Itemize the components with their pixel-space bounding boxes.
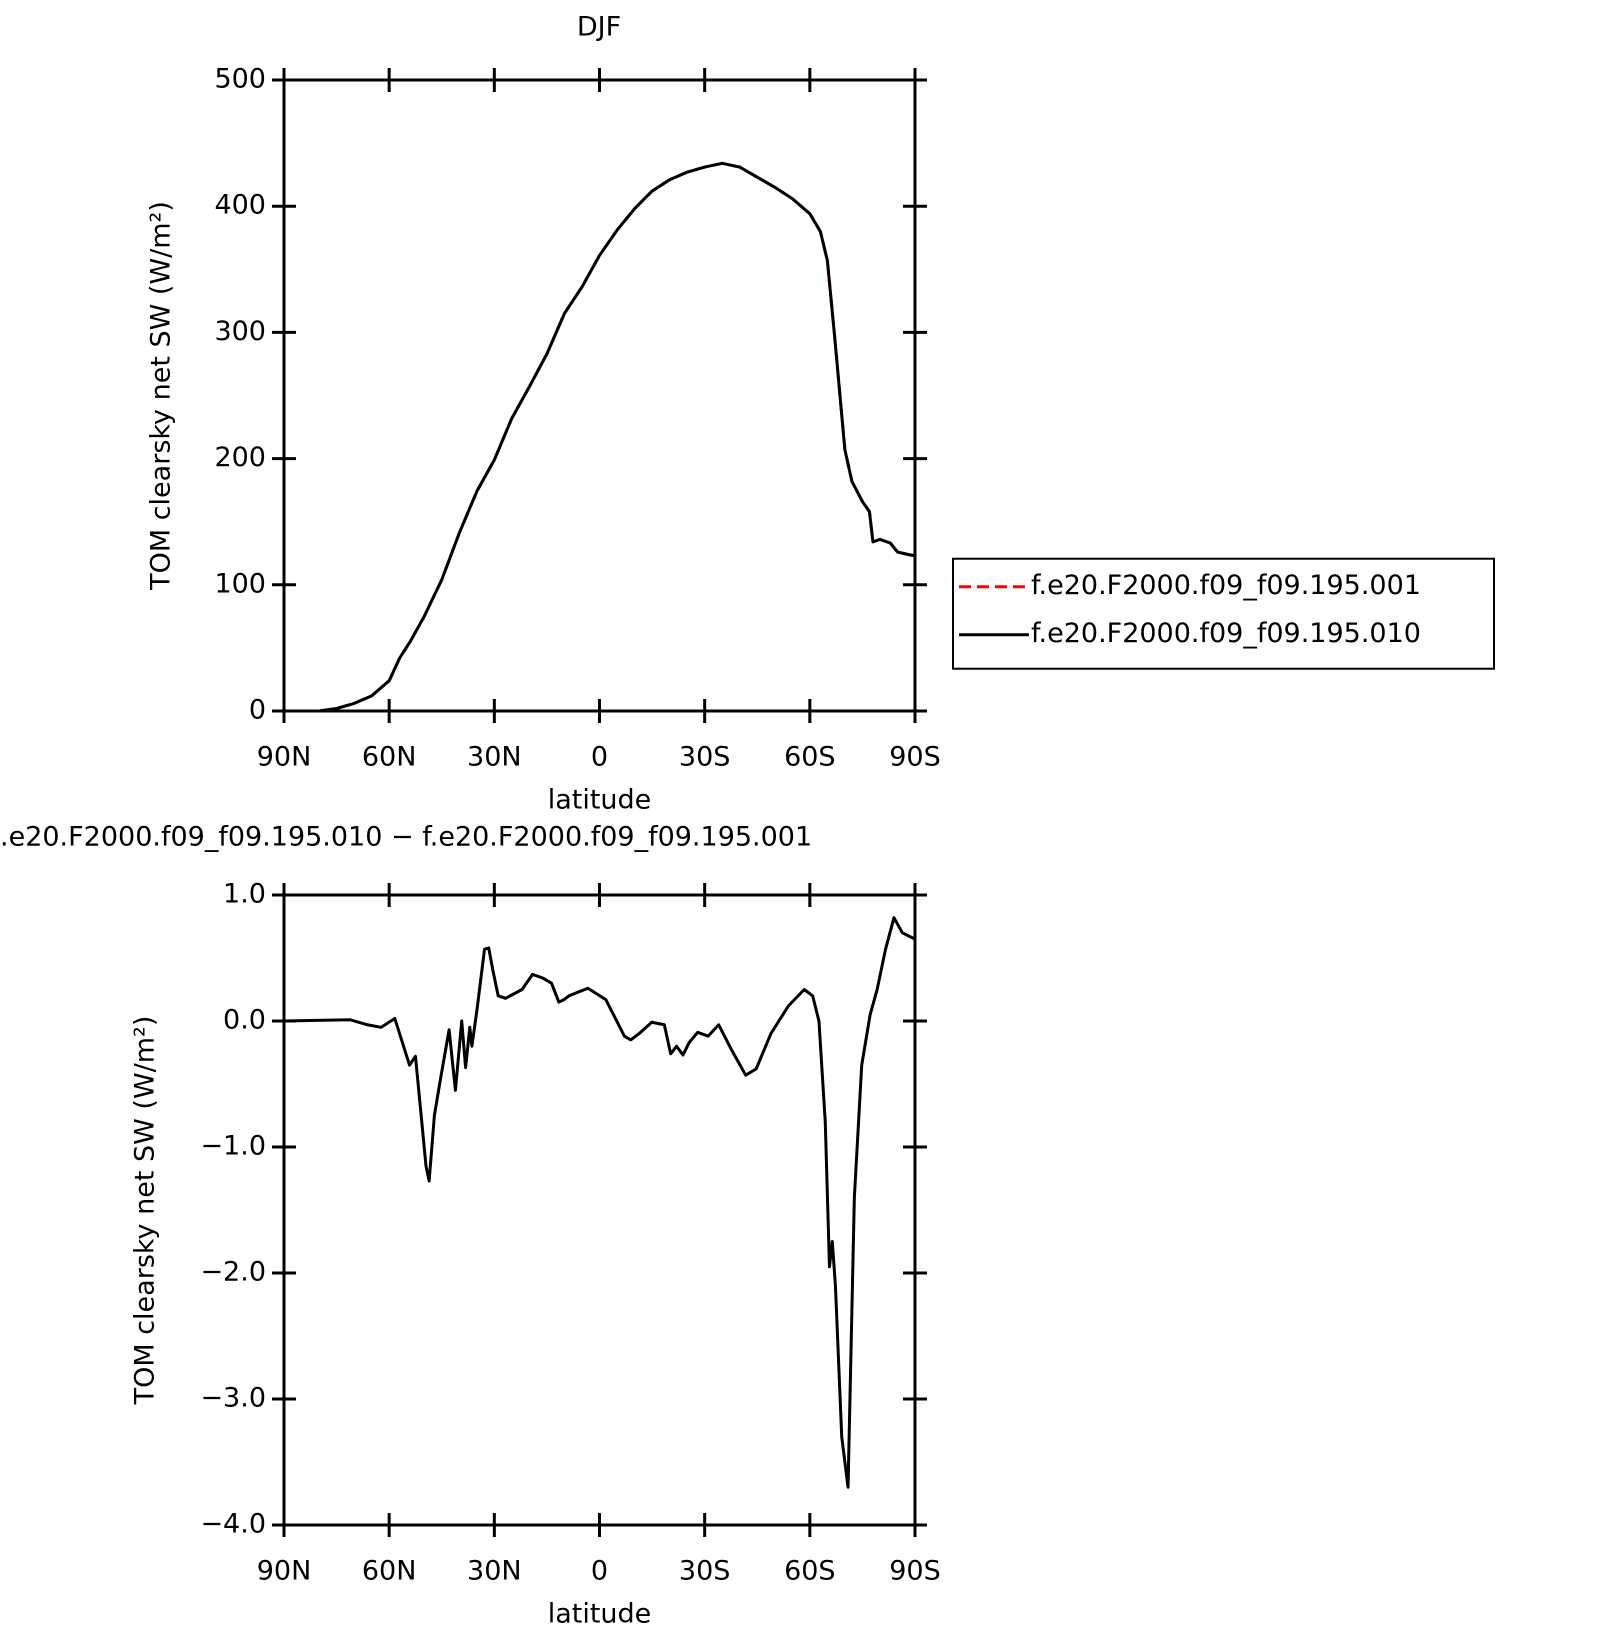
x-tick-label: 30N <box>467 742 522 773</box>
x-tick-label: 30N <box>467 1556 522 1587</box>
y-tick-label: 100 <box>214 568 266 599</box>
data-line <box>284 161 916 713</box>
x-tick-label: 60N <box>362 742 417 773</box>
x-tick-label: 30S <box>679 742 731 773</box>
y-tick-label: 300 <box>214 316 266 347</box>
chart-title: DJF <box>577 12 621 43</box>
x-tick-label: 30S <box>679 1556 731 1587</box>
x-tick-label: 90S <box>889 742 941 773</box>
y-tick-label: 400 <box>214 190 266 221</box>
x-tick-label: 90N <box>257 1556 312 1587</box>
x-axis-title: latitude <box>548 785 652 816</box>
legend-label: f.e20.F2000.f09_f09.195.001 <box>1031 570 1421 601</box>
y-tick-label: −4.0 <box>200 1509 266 1540</box>
y-tick-label: 0.0 <box>223 1005 266 1036</box>
y-tick-label: −2.0 <box>200 1257 266 1288</box>
x-tick-label: 60S <box>784 1556 836 1587</box>
x-tick-label: 60N <box>362 1556 417 1587</box>
y-tick-label: 1.0 <box>223 879 266 910</box>
y-tick-label: 200 <box>214 442 266 473</box>
y-tick-label: 0 <box>249 695 266 726</box>
x-tick-label: 0 <box>591 742 608 773</box>
y-axis-title: TOM clearsky net SW (W/m²) <box>130 1016 161 1406</box>
x-axis-title: latitude <box>548 1599 652 1630</box>
x-tick-label: 90S <box>889 1556 941 1587</box>
y-tick-label: −3.0 <box>200 1383 266 1414</box>
plot-frame <box>282 893 917 1527</box>
legend-box <box>952 557 1495 670</box>
data-line <box>283 916 916 1489</box>
plot-frame <box>282 78 917 713</box>
x-tick-label: 0 <box>591 1556 608 1587</box>
y-axis-title: TOM clearsky net SW (W/m²) <box>146 201 177 591</box>
x-tick-label: 60S <box>784 742 836 773</box>
x-tick-label: 90N <box>257 742 312 773</box>
chart-title: .e20.F2000.f09_f09.195.010 − f.e20.F2000… <box>0 822 812 853</box>
y-tick-label: 500 <box>214 64 266 95</box>
y-tick-label: −1.0 <box>200 1131 266 1162</box>
legend-label: f.e20.F2000.f09_f09.195.010 <box>1031 618 1421 649</box>
data-line <box>284 161 916 713</box>
